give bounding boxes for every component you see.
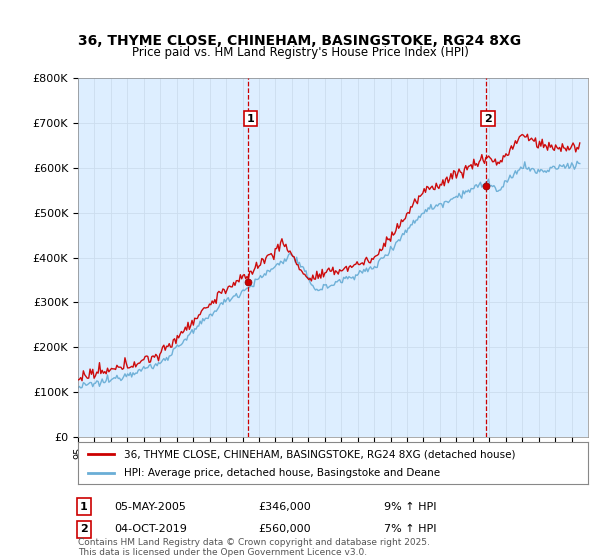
Text: 2: 2 (80, 524, 88, 534)
Text: 2: 2 (484, 114, 492, 124)
Text: Contains HM Land Registry data © Crown copyright and database right 2025.
This d: Contains HM Land Registry data © Crown c… (78, 538, 430, 557)
Text: £560,000: £560,000 (258, 524, 311, 534)
Text: 9% ↑ HPI: 9% ↑ HPI (384, 502, 437, 512)
Text: HPI: Average price, detached house, Basingstoke and Deane: HPI: Average price, detached house, Basi… (124, 468, 440, 478)
Text: 7% ↑ HPI: 7% ↑ HPI (384, 524, 437, 534)
Text: 36, THYME CLOSE, CHINEHAM, BASINGSTOKE, RG24 8XG (detached house): 36, THYME CLOSE, CHINEHAM, BASINGSTOKE, … (124, 449, 515, 459)
Text: 04-OCT-2019: 04-OCT-2019 (114, 524, 187, 534)
Text: 1: 1 (247, 114, 254, 124)
Text: 1: 1 (80, 502, 88, 512)
Text: £346,000: £346,000 (258, 502, 311, 512)
Text: 05-MAY-2005: 05-MAY-2005 (114, 502, 186, 512)
Text: 36, THYME CLOSE, CHINEHAM, BASINGSTOKE, RG24 8XG: 36, THYME CLOSE, CHINEHAM, BASINGSTOKE, … (79, 34, 521, 48)
Text: Price paid vs. HM Land Registry's House Price Index (HPI): Price paid vs. HM Land Registry's House … (131, 46, 469, 59)
